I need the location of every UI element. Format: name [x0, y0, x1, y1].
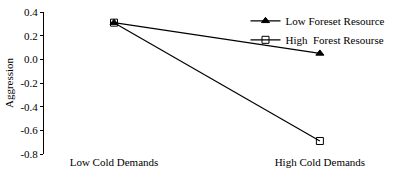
svg-text:-0.6: -0.6 — [20, 124, 38, 136]
svg-text:High Forest Resourse: High Forest Resourse — [286, 34, 384, 46]
svg-text:Low Foreset Resource: Low Foreset Resource — [286, 15, 385, 27]
svg-text:0.0: 0.0 — [24, 53, 38, 65]
svg-text:High Cold Demands: High Cold Demands — [275, 156, 365, 168]
svg-text:-0.8: -0.8 — [20, 148, 38, 160]
svg-text:0.2: 0.2 — [24, 30, 38, 42]
svg-text:Aggression: Aggression — [3, 57, 15, 108]
svg-text:0.4: 0.4 — [24, 6, 38, 18]
svg-text:-0.2: -0.2 — [20, 77, 37, 89]
svg-text:-0.4: -0.4 — [20, 101, 38, 113]
svg-text:Low Cold Demands: Low Cold Demands — [70, 156, 159, 168]
